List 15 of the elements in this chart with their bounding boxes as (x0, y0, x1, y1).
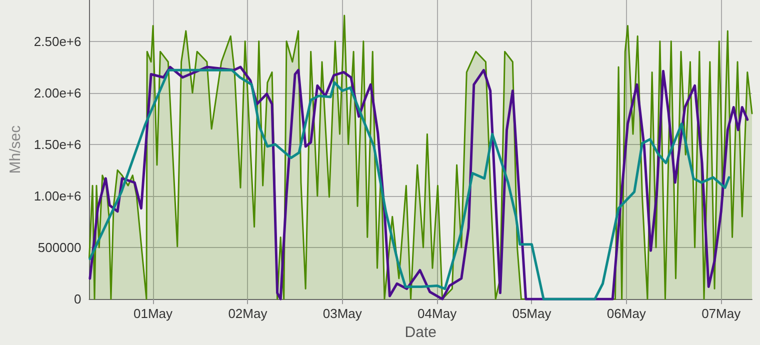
y-tick-label: 500000 (38, 240, 82, 256)
y-tick-label: 2.00e+6 (34, 85, 82, 100)
x-tick-label: 04May (418, 306, 458, 322)
y-tick-label: 0 (74, 292, 82, 307)
x-tick-label: 02May (228, 306, 268, 322)
x-tick-label: 07May (702, 306, 742, 322)
y-tick-label: 2.50e+6 (34, 34, 82, 49)
x-tick-label: 03May (322, 306, 362, 322)
x-axis-title: Date (404, 324, 436, 341)
x-tick-label: 05May (512, 306, 552, 322)
x-tick-label: 06May (606, 306, 646, 322)
y-tick-label: 1.50e+6 (34, 136, 82, 152)
y-axis-title: Mh/sec (7, 124, 24, 174)
x-tick-label: 01May (134, 306, 174, 322)
y-tick-label: 1.00e+6 (34, 188, 82, 204)
